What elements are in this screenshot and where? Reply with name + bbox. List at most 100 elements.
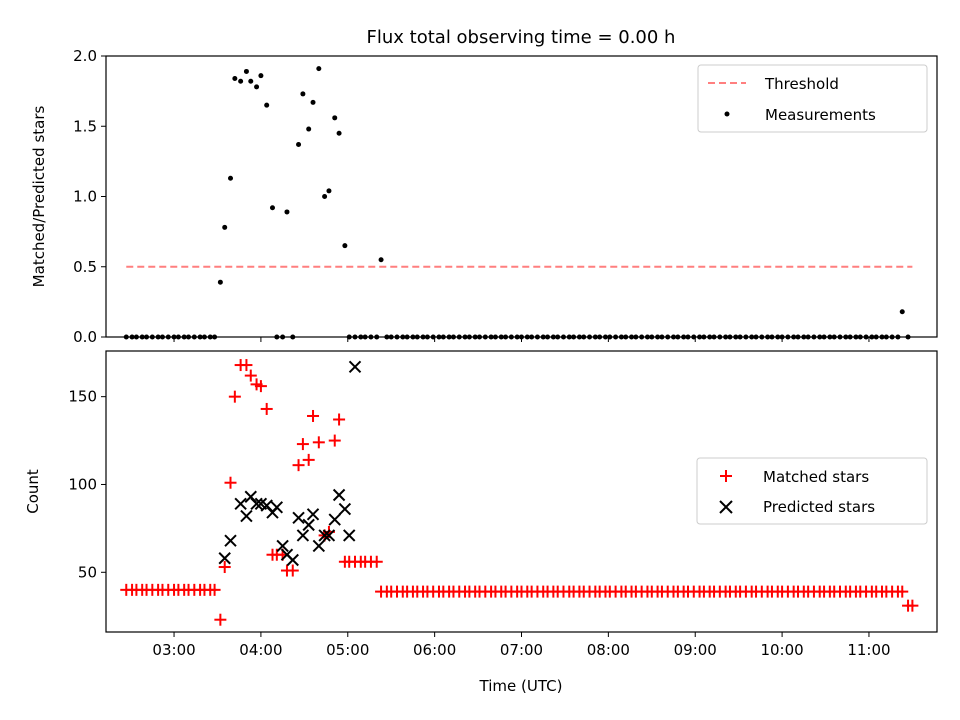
matched-star-point: [218, 561, 231, 574]
matched-star-point: [906, 599, 919, 612]
predicted-star-point: [312, 539, 326, 553]
measurement-point: [332, 115, 338, 121]
predicted-star-point: [343, 529, 356, 542]
x-tick-label: 03:00: [152, 641, 195, 659]
measurement-point: [217, 279, 223, 285]
count-legend-box: [696, 457, 928, 525]
x-tick-label: 05:00: [326, 641, 369, 659]
ratio-ytick-label: 1.0: [73, 188, 97, 206]
matched-star-point: [254, 380, 267, 393]
predicted-star-point: [240, 509, 253, 523]
matched-star-point: [296, 438, 309, 451]
measurement-point: [264, 102, 270, 108]
measurement-point: [296, 142, 302, 148]
predicted-star-point: [224, 534, 237, 547]
count-plot-area: 50 100 150 03:00 04:00 05:00 06:00 07:00 08:00 09…: [68, 359, 919, 659]
matched-star-point: [228, 390, 241, 403]
count-ytick-label: 100: [68, 475, 97, 493]
x-tick-label: 08:00: [587, 641, 630, 659]
count-ytick-label: 150: [68, 388, 97, 406]
matched-star-point: [312, 436, 325, 449]
predicted-star-point: [306, 508, 320, 521]
count-axes-frame: [105, 350, 938, 633]
measurement-point: [269, 205, 275, 211]
matched-star-point: [208, 583, 221, 596]
measurement-point: [342, 243, 348, 249]
x-tick-label: 10:00: [760, 641, 803, 659]
matched-star-point: [302, 453, 315, 466]
predicted-star-point: [286, 553, 299, 567]
measurement-point: [336, 130, 342, 136]
measurement-point: [243, 68, 249, 74]
predicted-star-point: [332, 488, 346, 502]
measurement-point: [899, 309, 905, 315]
measurements-legend-swatch: [724, 111, 730, 117]
measurement-point: [284, 209, 290, 215]
ratio-ylabel: Matched/Predicted stars: [30, 106, 48, 288]
predicted-legend-swatch: [719, 500, 733, 514]
count-panel: 50 100 150 03:00 04:00 05:00 06:00 07:00 08:00 09…: [24, 350, 938, 659]
ratio-legend: Threshold Measurements: [697, 64, 928, 133]
x-tick-label: 11:00: [847, 641, 890, 659]
predicted-star-point: [250, 497, 263, 511]
measurement-point: [322, 194, 328, 199]
measurement-point: [378, 257, 384, 263]
ratio-axes-frame: [105, 55, 938, 338]
measurement-point: [232, 75, 238, 81]
x-axis-label: Time (UTC): [479, 677, 563, 695]
matched-star-point: [244, 369, 257, 382]
predicted-star-point: [302, 518, 315, 532]
measurement-point: [222, 224, 228, 230]
x-tick-label: 07:00: [500, 641, 543, 659]
predicted-star-point: [234, 497, 247, 511]
chart-title: Flux total observing time = 0.00 h: [367, 27, 676, 48]
matched-star-point: [214, 613, 227, 626]
predicted-star-point: [276, 539, 289, 553]
predicted-star-point: [270, 501, 284, 514]
count-legend: Matched stars Predicted stars: [696, 457, 928, 525]
ratio-panel: 0.00.51.01.52.0 Matched/Predicted stars …: [30, 47, 938, 346]
measurement-point: [248, 78, 254, 84]
measurement-point: [310, 99, 316, 105]
ratio-legend-box: [697, 64, 928, 133]
ratio-ytick-label: 2.0: [73, 47, 97, 65]
matched-legend-label: Matched stars: [763, 468, 869, 486]
predicted-star-point: [338, 502, 352, 516]
matched-star-point: [328, 434, 341, 447]
matched-star-point: [260, 402, 273, 415]
predicted-star-point: [218, 552, 231, 565]
matched-star-point: [333, 413, 346, 426]
ratio-plot-area: 0.0 0.5 1.0 1.5 2.0: [73, 47, 913, 346]
predicted-legend-label: Predicted stars: [763, 498, 875, 516]
measurement-point: [300, 91, 306, 97]
matched-star-point: [240, 359, 253, 372]
count-ylabel: Count: [24, 469, 42, 514]
matched-legend-swatch: [720, 470, 732, 482]
x-tick-label: 04:00: [239, 641, 282, 659]
matched-star-point: [896, 585, 909, 598]
predicted-star-point: [328, 513, 341, 526]
measurement-point: [258, 73, 264, 79]
count-ytick-label: 50: [78, 563, 97, 581]
threshold-legend-label: Threshold: [764, 75, 839, 93]
matched-star-point: [370, 555, 383, 568]
predicted-star-point: [318, 529, 331, 542]
ratio-ytick-label: 1.5: [73, 117, 97, 135]
matched-star-point: [292, 459, 305, 472]
measurement-point: [326, 188, 332, 194]
x-tick-label: 06:00: [413, 641, 456, 659]
matched-star-point: [224, 476, 237, 489]
predicted-star-point: [296, 529, 310, 542]
measurement-point: [228, 175, 234, 181]
predicted-star-point: [292, 511, 305, 525]
ratio-ytick-label: 0.0: [73, 328, 97, 346]
ratio-ytick-label: 0.5: [73, 258, 97, 276]
predicted-star-point: [322, 529, 336, 542]
measurement-point: [306, 126, 312, 132]
measurements-legend-label: Measurements: [765, 106, 876, 124]
x-tick-label: 09:00: [674, 641, 717, 659]
measurement-point: [238, 78, 244, 84]
matched-star-point: [286, 564, 299, 577]
measurement-point: [254, 84, 260, 90]
